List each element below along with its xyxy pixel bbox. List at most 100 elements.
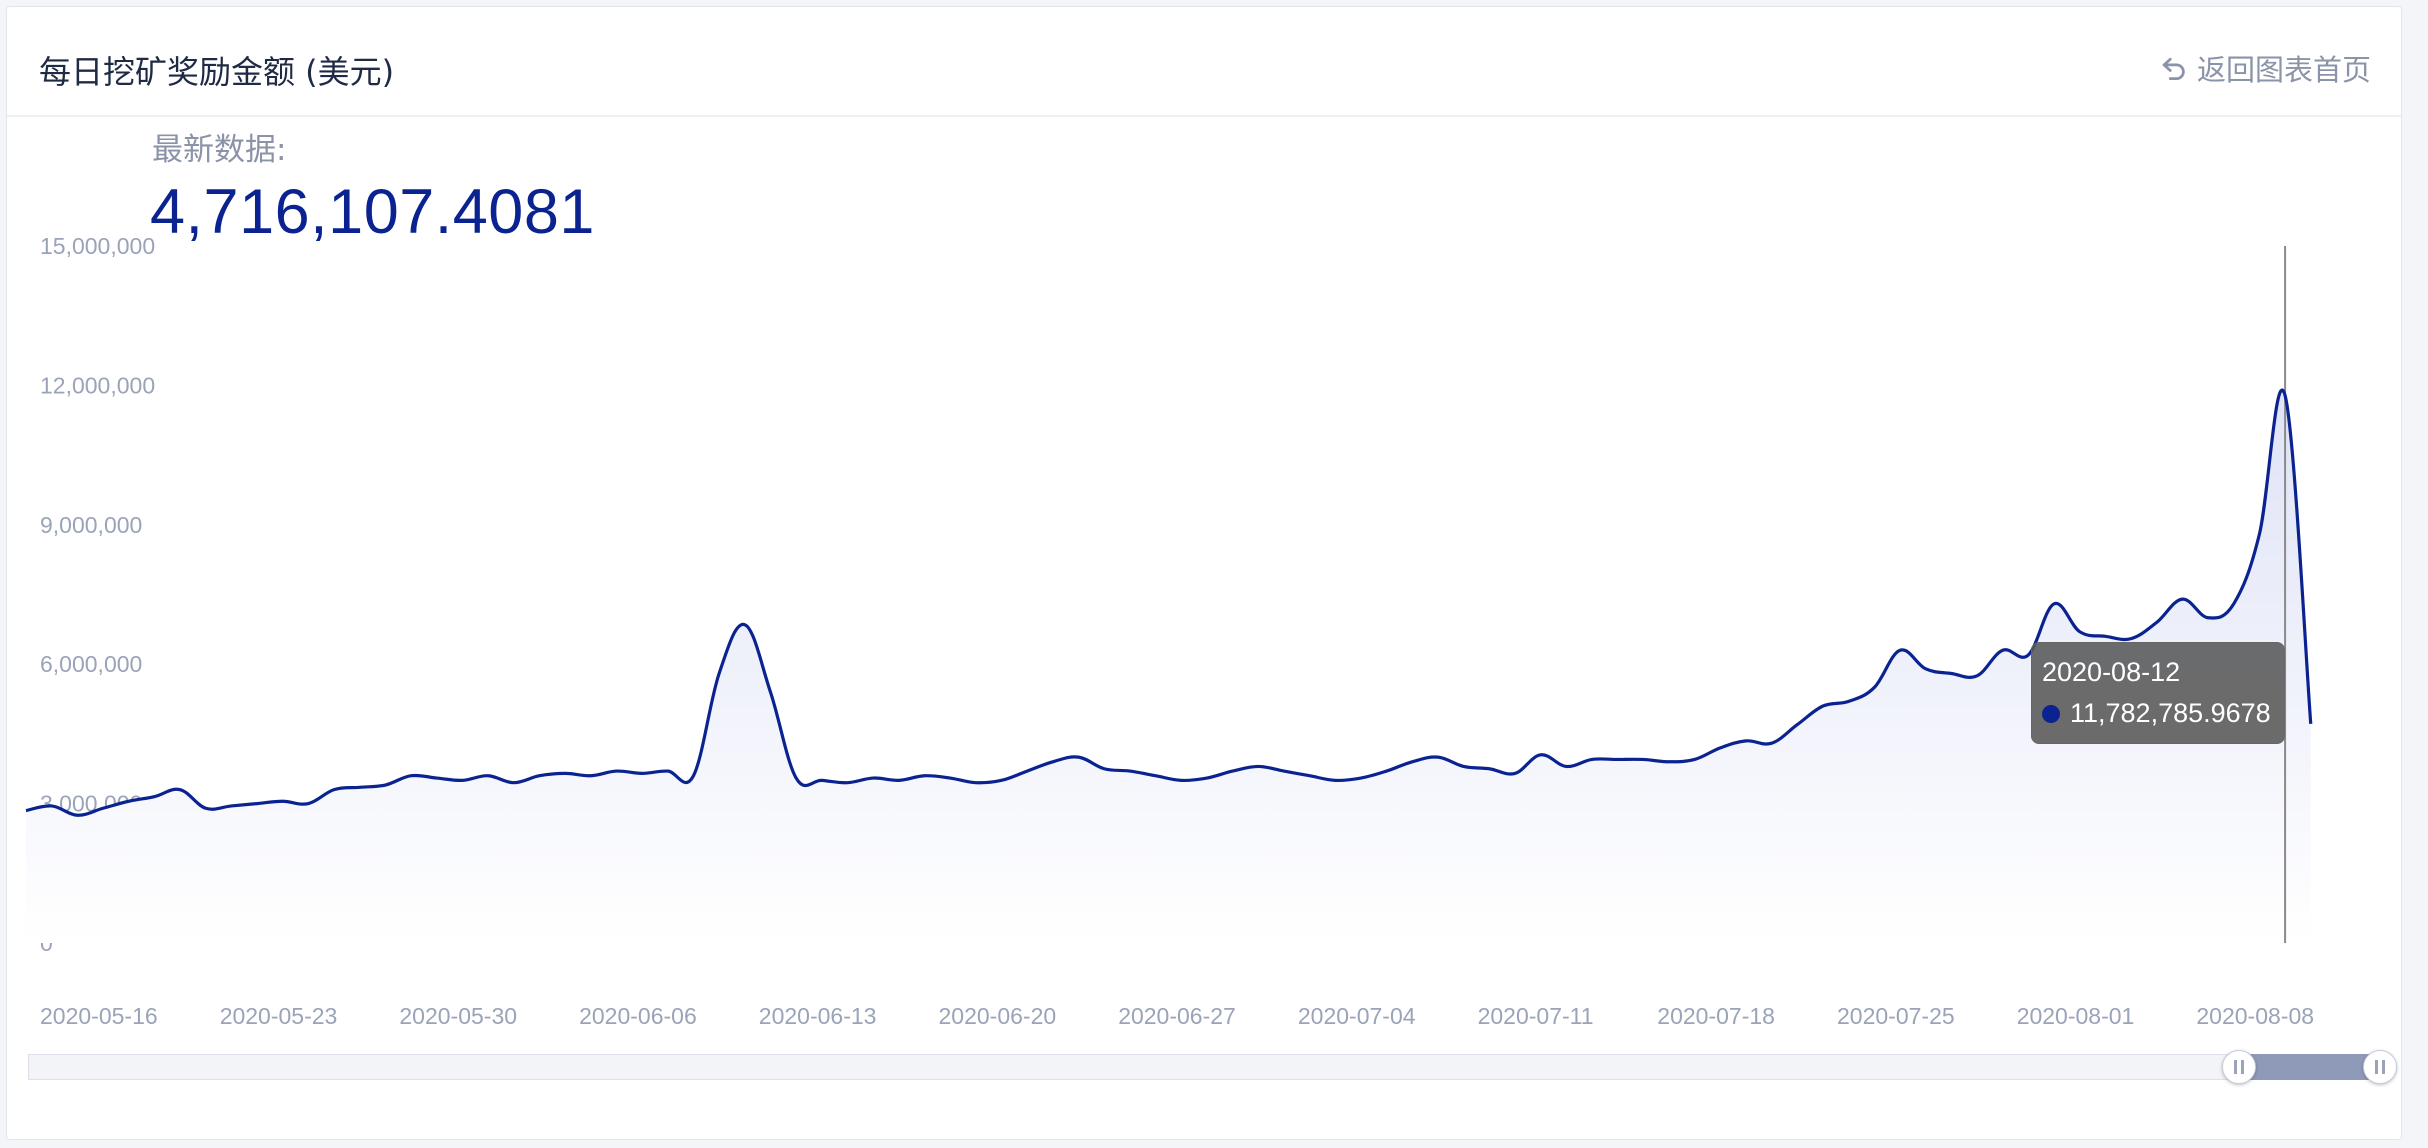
data-point	[1281, 768, 1287, 774]
x-tick-label: 2020-05-30	[399, 1003, 517, 1029]
data-point	[1409, 759, 1415, 765]
data-point	[1743, 738, 1749, 744]
data-point	[382, 782, 388, 788]
y-tick-label: 9,000,000	[40, 512, 142, 538]
zoom-handle-right[interactable]	[2363, 1050, 2397, 1084]
data-point	[1948, 670, 1954, 676]
data-point	[665, 768, 671, 774]
data-point	[434, 775, 440, 781]
data-point	[2077, 629, 2083, 635]
data-point	[1897, 647, 1903, 653]
data-point	[1358, 775, 1364, 781]
data-point	[1384, 768, 1390, 774]
data-point	[203, 805, 209, 811]
data-point	[126, 798, 132, 804]
data-point	[1332, 777, 1338, 783]
data-point	[1692, 756, 1698, 762]
data-point	[588, 773, 594, 779]
data-point	[922, 773, 928, 779]
x-tick-label: 2020-07-18	[1657, 1003, 1775, 1029]
data-point	[2308, 721, 2314, 727]
series-area	[26, 390, 2311, 943]
data-point	[1563, 763, 1569, 769]
data-point	[613, 768, 619, 774]
x-tick-label: 2020-06-20	[939, 1003, 1057, 1029]
x-tick-label: 2020-06-06	[579, 1003, 697, 1029]
data-point	[1153, 773, 1159, 779]
latest-data-label: 最新数据:	[152, 132, 287, 168]
data-point	[1717, 745, 1723, 751]
data-point	[511, 780, 517, 786]
data-point	[844, 780, 850, 786]
data-point	[2231, 601, 2237, 607]
y-tick-label: 12,000,000	[40, 372, 155, 398]
zoom-handle-left[interactable]	[2221, 1050, 2256, 1084]
data-point	[1871, 684, 1877, 690]
data-point	[1461, 763, 1467, 769]
data-point	[2051, 601, 2057, 607]
data-point	[1923, 666, 1929, 672]
data-point	[2154, 619, 2160, 625]
data-point	[1050, 759, 1056, 765]
back-to-charts-link[interactable]: 返回图表首页	[2159, 47, 2371, 89]
data-point	[2205, 615, 2211, 621]
data-point	[280, 798, 286, 804]
return-icon	[2162, 57, 2185, 80]
data-point	[999, 777, 1005, 783]
y-tick-label: 15,000,000	[40, 233, 155, 259]
data-point	[1307, 773, 1313, 779]
x-tick-label: 2020-08-01	[2017, 1003, 2135, 1029]
data-point	[1127, 768, 1133, 774]
data-point	[357, 784, 363, 790]
chart-title: 每日挖矿奖励金额 (美元)	[39, 53, 395, 91]
data-point	[485, 773, 491, 779]
data-point	[1435, 754, 1441, 760]
data-point	[1589, 756, 1595, 762]
data-point	[742, 622, 748, 628]
x-tick-label: 2020-05-16	[40, 1003, 158, 1029]
x-tick-label: 2020-08-08	[2196, 1003, 2314, 1029]
x-tick-label: 2020-06-27	[1118, 1003, 1236, 1029]
data-point	[639, 770, 645, 776]
data-point	[690, 773, 696, 779]
data-point	[1230, 768, 1236, 774]
data-point	[767, 689, 773, 695]
data-point	[1846, 698, 1852, 704]
tooltip: 2020-08-12 11,782,785.9678	[2031, 642, 2285, 744]
data-point	[408, 773, 414, 779]
data-point	[1820, 703, 1826, 709]
data-point	[459, 777, 465, 783]
x-tick-label: 2020-07-25	[1837, 1003, 1955, 1029]
data-point	[254, 801, 260, 807]
back-link-label: 返回图表首页	[2196, 53, 2371, 87]
series-line	[25, 388, 2313, 817]
data-point	[1512, 770, 1518, 776]
data-point	[228, 803, 234, 809]
data-point	[331, 787, 337, 793]
x-tick-label: 2020-05-23	[220, 1003, 338, 1029]
zoom-slider-track[interactable]	[28, 1054, 2380, 1080]
x-tick-label: 2020-06-13	[759, 1003, 877, 1029]
y-tick-label: 6,000,000	[40, 651, 142, 677]
data-point	[2282, 392, 2288, 398]
data-point	[1024, 768, 1030, 774]
zoom-slider-selection[interactable]	[2240, 1054, 2380, 1080]
data-point	[819, 777, 825, 783]
data-point	[2128, 636, 2134, 642]
data-point	[151, 794, 157, 800]
data-point	[973, 780, 979, 786]
data-point	[536, 773, 542, 779]
card-header: 每日挖矿奖励金额 (美元) 返回图表首页	[7, 7, 2401, 117]
chart-card: 每日挖矿奖励金额 (美元) 返回图表首页	[6, 6, 2402, 1140]
data-point	[947, 775, 953, 781]
data-point	[1255, 763, 1261, 769]
latest-data-value: 4,716,107.4081	[150, 177, 595, 247]
data-point	[1615, 756, 1621, 762]
data-point	[1974, 673, 1980, 679]
data-point	[1076, 754, 1082, 760]
data-point	[562, 770, 568, 776]
data-point	[870, 775, 876, 781]
series-marker-icon	[2042, 704, 2060, 723]
data-point	[1486, 766, 1492, 772]
